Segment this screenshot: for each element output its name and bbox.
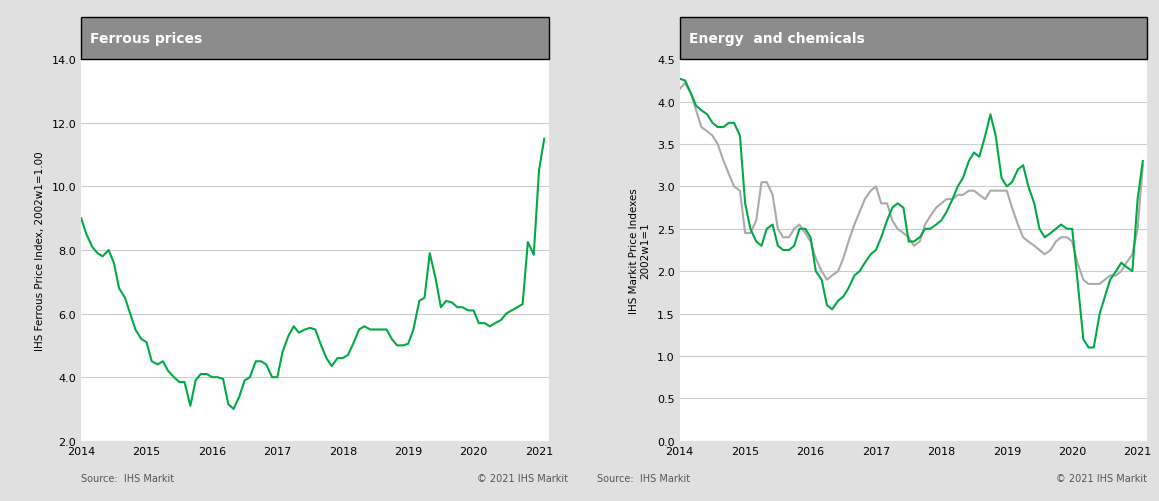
- Y-axis label: IHS Ferrous Price Index, 2002w1=1.00: IHS Ferrous Price Index, 2002w1=1.00: [35, 151, 44, 350]
- Text: Ferrous prices: Ferrous prices: [90, 32, 203, 46]
- Y-axis label: IHS Markit Price Indexes
2002w1=1: IHS Markit Price Indexes 2002w1=1: [628, 188, 650, 313]
- Text: Source:  IHS Markit: Source: IHS Markit: [81, 473, 174, 483]
- Text: Source:  IHS Markit: Source: IHS Markit: [597, 473, 690, 483]
- Text: © 2021 IHS Markit: © 2021 IHS Markit: [1056, 473, 1147, 483]
- Text: © 2021 IHS Markit: © 2021 IHS Markit: [476, 473, 568, 483]
- Text: Energy  and chemicals: Energy and chemicals: [688, 32, 865, 46]
- Legend: Energy, Chemicals: Energy, Chemicals: [812, 500, 1014, 501]
